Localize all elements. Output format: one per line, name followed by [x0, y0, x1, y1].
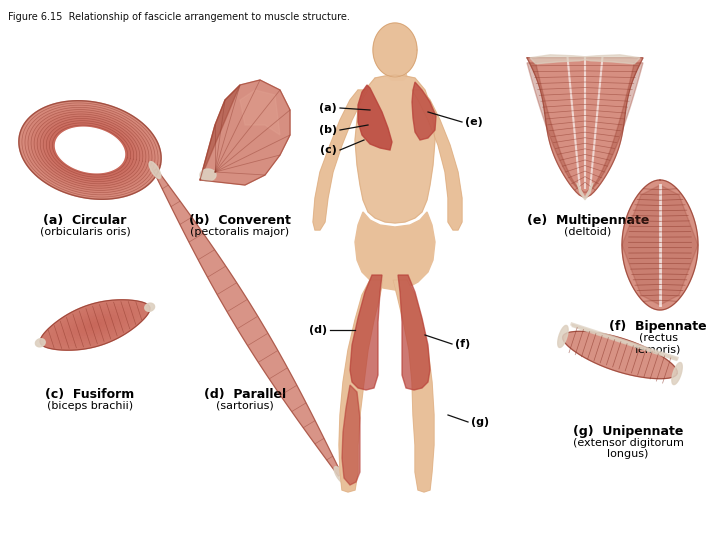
Polygon shape [577, 183, 593, 200]
Polygon shape [145, 303, 155, 312]
Polygon shape [78, 318, 112, 333]
Text: (rectus: (rectus [639, 333, 678, 343]
Polygon shape [355, 212, 435, 290]
Polygon shape [660, 185, 698, 305]
Polygon shape [200, 169, 216, 181]
Text: (e)  Multipennate: (e) Multipennate [527, 214, 649, 227]
Polygon shape [40, 300, 150, 350]
Text: (c)  Fusiform: (c) Fusiform [45, 388, 135, 401]
Text: longus): longus) [607, 449, 649, 459]
Polygon shape [200, 85, 240, 180]
Text: (deltoid): (deltoid) [564, 227, 611, 237]
Polygon shape [355, 75, 435, 223]
Text: (sartorius): (sartorius) [216, 401, 274, 411]
Text: (f): (f) [455, 339, 470, 349]
Polygon shape [28, 107, 152, 193]
Polygon shape [200, 80, 290, 185]
Polygon shape [388, 70, 407, 80]
Polygon shape [26, 106, 154, 194]
Text: (extensor digitorum: (extensor digitorum [572, 438, 683, 448]
Polygon shape [572, 324, 677, 361]
Polygon shape [393, 280, 434, 492]
Polygon shape [34, 111, 146, 188]
Polygon shape [530, 55, 640, 64]
Polygon shape [55, 127, 125, 173]
Text: (a): (a) [319, 103, 337, 113]
Polygon shape [50, 123, 130, 177]
Polygon shape [53, 126, 127, 174]
Polygon shape [585, 63, 643, 193]
Polygon shape [45, 302, 145, 348]
Text: femoris): femoris) [635, 344, 681, 354]
Text: (b): (b) [319, 125, 337, 135]
Polygon shape [30, 109, 150, 191]
Polygon shape [21, 102, 159, 198]
Polygon shape [672, 362, 683, 384]
Polygon shape [339, 280, 383, 492]
Polygon shape [52, 125, 128, 176]
Polygon shape [240, 90, 280, 135]
Polygon shape [334, 467, 346, 483]
Text: Figure 6.15  Relationship of fascicle arrangement to muscle structure.: Figure 6.15 Relationship of fascicle arr… [8, 12, 350, 22]
Polygon shape [37, 114, 143, 186]
Text: (d): (d) [309, 325, 327, 335]
Polygon shape [46, 120, 134, 179]
Polygon shape [342, 385, 360, 485]
Text: (d)  Parallel: (d) Parallel [204, 388, 286, 401]
Polygon shape [22, 103, 158, 197]
Polygon shape [42, 118, 138, 182]
Text: (a)  Circular: (a) Circular [43, 214, 127, 227]
Polygon shape [527, 63, 585, 193]
Text: (g)  Unipennate: (g) Unipennate [573, 425, 683, 438]
Polygon shape [622, 185, 660, 305]
Polygon shape [412, 90, 462, 230]
Polygon shape [412, 82, 436, 140]
Polygon shape [57, 307, 133, 343]
Polygon shape [51, 305, 139, 345]
Text: (e): (e) [465, 117, 482, 127]
Polygon shape [373, 23, 417, 77]
Polygon shape [19, 101, 161, 199]
Polygon shape [35, 339, 45, 347]
Polygon shape [527, 58, 643, 198]
Polygon shape [558, 326, 568, 348]
Polygon shape [563, 332, 678, 379]
Polygon shape [358, 85, 392, 150]
Polygon shape [39, 116, 141, 185]
Text: (g): (g) [471, 417, 489, 427]
Polygon shape [24, 105, 156, 195]
Text: (orbicularis oris): (orbicularis oris) [40, 227, 130, 237]
Text: (b)  Converent: (b) Converent [189, 214, 291, 227]
Text: (biceps brachii): (biceps brachii) [47, 401, 133, 411]
Polygon shape [45, 119, 135, 181]
Polygon shape [84, 320, 106, 330]
Polygon shape [350, 275, 382, 390]
Text: (f)  Bipennate: (f) Bipennate [609, 320, 707, 333]
Text: (c): (c) [320, 145, 337, 155]
Polygon shape [313, 90, 368, 230]
Text: (pectoralis major): (pectoralis major) [190, 227, 289, 237]
Polygon shape [153, 169, 341, 476]
Polygon shape [62, 310, 128, 340]
Polygon shape [73, 315, 117, 335]
Polygon shape [398, 275, 430, 390]
Polygon shape [35, 113, 145, 187]
Polygon shape [48, 122, 132, 178]
Polygon shape [68, 313, 122, 338]
Polygon shape [41, 117, 139, 184]
Polygon shape [89, 322, 101, 328]
Polygon shape [32, 110, 148, 190]
Polygon shape [622, 180, 698, 310]
Polygon shape [149, 161, 161, 178]
